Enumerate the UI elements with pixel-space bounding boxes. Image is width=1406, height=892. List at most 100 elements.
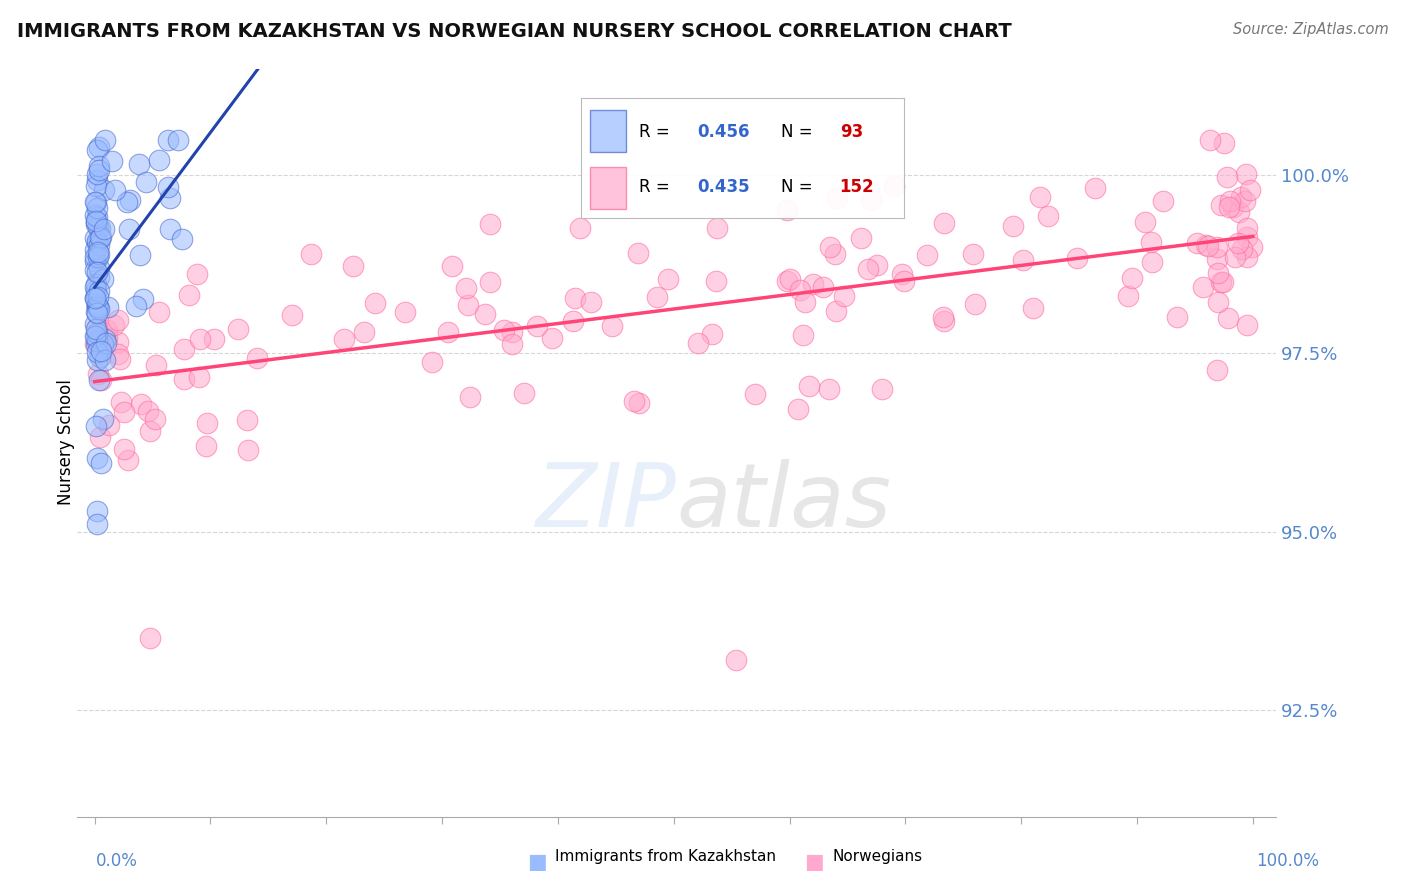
Point (86, 306, 108, 320)
Point (135, 175, 157, 189)
Point (688, 336, 710, 351)
Point (96, 323, 118, 337)
Point (84, 280, 107, 294)
Point (627, 246, 650, 260)
Point (561, 314, 583, 328)
Point (84, 208, 107, 222)
Point (86, 334, 108, 348)
Point (104, 183, 127, 197)
Point (1198, 133, 1220, 147)
Point (96, 331, 118, 345)
Point (87, 219, 110, 234)
Point (166, 133, 188, 147)
Point (1001, 219, 1024, 233)
Point (84, 337, 107, 351)
Point (579, 295, 602, 310)
Point (186, 267, 208, 281)
Point (84, 292, 107, 306)
Point (125, 299, 148, 313)
Point (333, 332, 356, 346)
Point (457, 298, 479, 312)
Point (1135, 215, 1157, 229)
Point (87, 261, 110, 276)
Point (86, 450, 108, 465)
Point (1140, 255, 1163, 269)
Text: IMMIGRANTS FROM KAZAKHSTAN VS NORWEGIAN NURSERY SCHOOL CORRELATION CHART: IMMIGRANTS FROM KAZAKHSTAN VS NORWEGIAN … (17, 22, 1012, 41)
Point (89, 238, 111, 252)
Point (441, 259, 464, 273)
Point (84, 283, 107, 297)
Point (87, 368, 110, 382)
Point (90, 230, 112, 244)
Point (84, 322, 107, 336)
Point (1194, 237, 1216, 252)
Point (246, 351, 269, 365)
Point (143, 411, 166, 425)
Point (107, 334, 129, 349)
Point (139, 632, 162, 646)
Point (83, 194, 105, 209)
Point (706, 221, 728, 235)
Point (1066, 251, 1088, 265)
Point (849, 231, 872, 245)
Point (1116, 289, 1139, 303)
Point (89, 373, 111, 387)
Point (1209, 275, 1232, 289)
Point (86, 298, 108, 312)
Text: 0.0%: 0.0% (96, 852, 138, 870)
Point (84, 277, 107, 292)
Point (1216, 310, 1239, 325)
Point (84, 195, 107, 210)
Point (1212, 136, 1234, 151)
Point (1036, 209, 1059, 223)
Point (474, 307, 496, 321)
Point (108, 351, 131, 366)
Point (128, 157, 150, 171)
Point (779, 271, 801, 285)
Point (195, 416, 218, 430)
Point (1206, 363, 1229, 377)
Point (84, 289, 107, 303)
Point (364, 296, 387, 310)
Point (145, 358, 167, 372)
Point (775, 274, 797, 288)
Point (1234, 167, 1257, 181)
Point (394, 304, 416, 318)
Point (129, 397, 152, 411)
Point (893, 274, 915, 288)
Point (84, 250, 107, 264)
Point (83, 329, 105, 343)
Point (83, 231, 105, 245)
Point (84, 317, 107, 331)
Point (86, 173, 108, 187)
Point (932, 310, 955, 325)
Point (1140, 235, 1163, 249)
Point (1236, 250, 1258, 264)
Point (84, 292, 107, 306)
Point (84, 179, 107, 194)
Point (84, 418, 107, 433)
Point (818, 240, 841, 254)
Point (813, 280, 835, 294)
Point (86, 326, 108, 340)
Point (117, 221, 139, 235)
Point (353, 325, 375, 339)
Point (513, 385, 536, 400)
Point (87, 302, 110, 317)
Point (1236, 318, 1258, 332)
Text: Immigrants from Kazakhstan: Immigrants from Kazakhstan (555, 849, 776, 864)
Point (1152, 194, 1174, 209)
Point (86, 320, 108, 334)
Point (107, 313, 129, 327)
Point (704, 274, 727, 288)
Point (859, 193, 882, 207)
Point (1227, 204, 1250, 219)
Point (1022, 301, 1045, 316)
Point (1197, 239, 1219, 253)
Point (478, 217, 501, 231)
Point (1205, 240, 1227, 254)
Point (93, 183, 115, 197)
Point (86, 298, 108, 312)
Point (492, 324, 515, 338)
Point (120, 193, 142, 207)
